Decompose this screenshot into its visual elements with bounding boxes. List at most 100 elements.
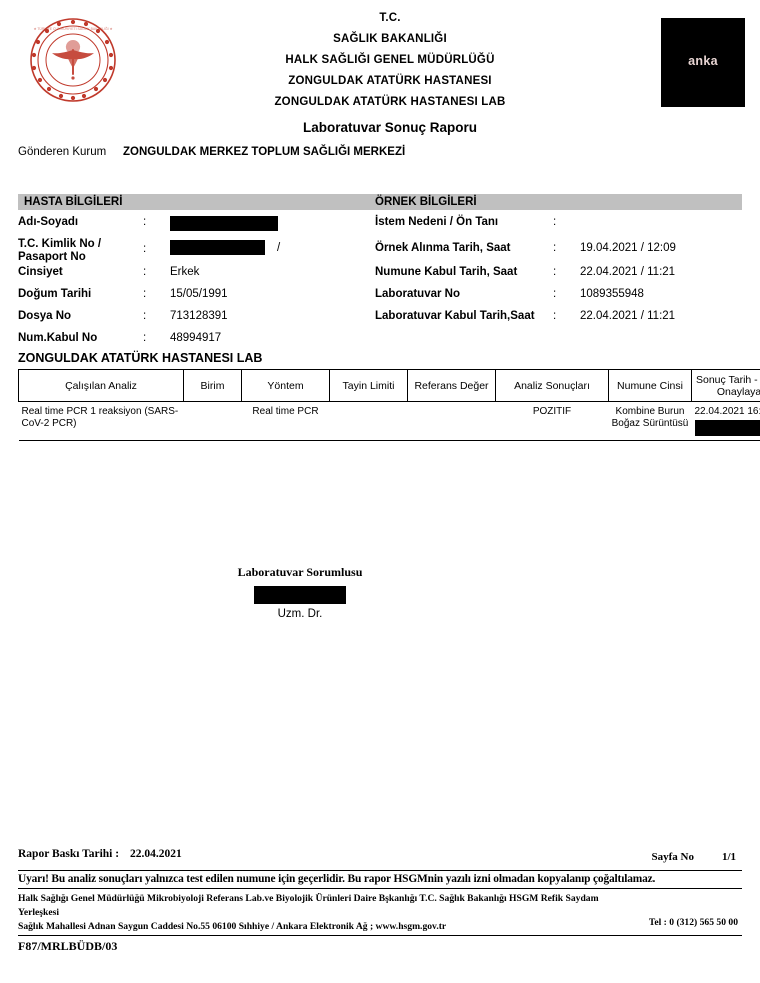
signature-block: Laboratuvar Sorumlusu Uzm. Dr. — [190, 565, 410, 620]
field-label: Numune Kabul Tarih, Saat — [375, 266, 518, 278]
field-colon: : — [553, 242, 557, 254]
results-table: Çalışılan Analiz Birim Yöntem Tayin Limi… — [18, 369, 760, 441]
sample-section-header: ÖRNEK BİLGİLERİ — [375, 196, 477, 208]
patient-section-header: HASTA BİLGİLERİ — [24, 196, 123, 208]
anka-logo: anka — [661, 18, 745, 107]
patient-info-row-tc-id: T.C. Kimlik No / Pasaport No : / — [18, 236, 378, 264]
sender-value: ZONGULDAK MERKEZ TOPLUM SAĞLIĞI MERKEZİ — [123, 146, 406, 158]
print-date-label: Rapor Baskı Tarihi : — [18, 848, 120, 860]
field-label: Doğum Tarihi — [18, 288, 92, 300]
sample-info-row-accept-datetime: Numune Kabul Tarih, Saat : 22.04.2021 / … — [375, 264, 742, 286]
cell-unit — [184, 402, 242, 441]
patient-info-row-birthdate: Doğum Tarihi : 15/05/1991 — [18, 286, 378, 308]
footer-divider-top — [18, 870, 742, 871]
svg-text:★ TÜRKİYE CUMHURİYETİ SAĞLIK B: ★ TÜRKİYE CUMHURİYETİ SAĞLIK BAKANLIĞI ★ — [33, 26, 112, 31]
field-colon: : — [143, 288, 147, 300]
header-title-block: T.C. SAĞLIK BAKANLIĞI HALK SAĞLIĞI GENEL… — [130, 8, 650, 113]
field-colon: : — [143, 310, 147, 322]
field-colon: : — [553, 216, 557, 228]
cell-method: Real time PCR — [252, 406, 319, 417]
table-row: Real time PCR 1 reaksiyon (SARS-CoV-2 PC… — [18, 402, 760, 441]
column-header-method: Yöntem — [241, 369, 330, 402]
footer-print-row: Rapor Baskı Tarihi : 22.04.2021 Sayfa No… — [18, 848, 742, 870]
field-colon: : — [143, 266, 147, 278]
sender-institution-row: Gönderen Kurum ZONGULDAK MERKEZ TOPLUM S… — [18, 146, 742, 162]
field-colon: : — [143, 216, 147, 228]
sample-info-list: İstem Nedeni / Ön Tanı : Örnek Alınma Ta… — [375, 214, 742, 330]
cell-reference — [408, 402, 496, 441]
signature-title: Laboratuvar Sorumlusu — [237, 565, 363, 579]
field-value: 48994917 — [170, 332, 222, 344]
approver-redaction — [694, 420, 760, 436]
field-label: Cinsiyet — [18, 266, 63, 278]
turkish-health-ministry-seal-icon: ★ TÜRKİYE CUMHURİYETİ SAĞLIK BAKANLIĞI ★ — [26, 16, 120, 104]
column-header-limit: Tayin Limiti — [329, 369, 408, 402]
field-value: 15/05/1991 — [170, 288, 228, 300]
patient-info-row-sample-accept-no: Num.Kabul No : 48994917 — [18, 330, 378, 352]
field-label: T.C. Kimlik No / Pasaport No — [18, 238, 102, 263]
anka-logo-text: anka — [688, 54, 718, 68]
field-colon: : — [553, 310, 557, 322]
footer-phone: Tel : 0 (312) 565 50 00 — [648, 917, 738, 928]
field-label: Laboratuvar Kabul Tarih,Saat — [375, 310, 535, 322]
header-title-line-1: T.C. — [379, 12, 401, 24]
field-value-redacted — [170, 216, 278, 231]
cell-result-date: 22.04.2021 16:24 / — [694, 406, 760, 417]
field-colon: : — [553, 266, 557, 278]
field-colon: : — [553, 288, 557, 300]
footer-address-block: Halk Sağlığı Genel Müdürlüğü Mikrobiyolo… — [18, 889, 742, 935]
field-value: 22.04.2021 / 11:21 — [580, 310, 676, 322]
signature-name-redaction — [254, 586, 346, 604]
header-title-line-3: HALK SAĞLIĞI GENEL MÜDÜRLÜĞÜ — [285, 54, 495, 66]
footer-address-text: Halk Sağlığı Genel Müdürlüğü Mikrobiyolo… — [18, 893, 599, 932]
sample-info-row-lab-accept-datetime: Laboratuvar Kabul Tarih,Saat : 22.04.202… — [375, 308, 742, 330]
footer-warning-text: Uyarı! Bu analiz sonuçları yalnızca test… — [18, 873, 656, 885]
field-value: 19.04.2021 / 12:09 — [580, 242, 676, 254]
field-value-redacted: / — [170, 240, 280, 255]
section-header-bar: HASTA BİLGİLERİ ÖRNEK BİLGİLERİ — [18, 194, 742, 210]
print-date-value: 22.04.2021 — [130, 848, 182, 860]
cell-analysis: Real time PCR 1 reaksiyon (SARS-CoV-2 PC… — [21, 406, 179, 429]
sample-info-row-collection-datetime: Örnek Alınma Tarih, Saat : 19.04.2021 / … — [375, 236, 742, 264]
footer-divider-bottom — [18, 935, 742, 936]
cell-limit — [330, 402, 408, 441]
lab-name-heading: ZONGULDAK ATATÜRK HASTANESI LAB — [18, 351, 263, 365]
patient-info-row-gender: Cinsiyet : Erkek — [18, 264, 378, 286]
page-no-value: 1/1 — [721, 851, 736, 863]
field-label: Örnek Alınma Tarih, Saat — [375, 242, 511, 254]
signature-subtitle: Uzm. Dr. — [277, 608, 323, 620]
field-colon: : — [143, 243, 147, 255]
field-label: Laboratuvar No — [375, 288, 460, 300]
table-header-row: Çalışılan Analiz Birim Yöntem Tayin Limi… — [18, 369, 760, 402]
patient-info-row-file-no: Dosya No : 713128391 — [18, 308, 378, 330]
field-value: Erkek — [170, 266, 200, 278]
field-label: Dosya No — [18, 310, 72, 322]
document-header: ★ TÜRKİYE CUMHURİYETİ SAĞLIK BAKANLIĞI ★… — [0, 0, 760, 115]
column-header-unit: Birim — [183, 369, 242, 402]
column-header-results: Analiz Sonuçları — [495, 369, 609, 402]
sample-info-row-lab-no: Laboratuvar No : 1089355948 — [375, 286, 742, 308]
cell-sample-type: Kombine Burun Boğaz Sürüntüsü — [611, 406, 689, 429]
cell-result-value: POZITIF — [532, 406, 572, 417]
field-value: 1089355948 — [580, 288, 644, 300]
patient-info-row-name: Adı-Soyadı : — [18, 214, 378, 236]
column-header-analysis: Çalışılan Analiz — [18, 369, 184, 402]
header-title-line-5: ZONGULDAK ATATÜRK HASTANESI LAB — [274, 96, 506, 108]
field-label: Num.Kabul No — [18, 332, 98, 344]
header-title-line-2: SAĞLIK BAKANLIĞI — [333, 33, 447, 45]
page-title: Laboratuvar Sonuç Raporu — [302, 120, 478, 135]
header-title-line-4: ZONGULDAK ATATÜRK HASTANESI — [288, 75, 492, 87]
page-no-label: Sayfa No — [651, 851, 694, 863]
sender-label: Gönderen Kurum — [18, 146, 107, 158]
sample-info-row-reason: İstem Nedeni / Ön Tanı : — [375, 214, 742, 236]
field-label: Adı-Soyadı — [18, 216, 79, 228]
field-label: İstem Nedeni / Ön Tanı — [375, 216, 499, 228]
field-colon: : — [143, 332, 147, 344]
footer-divider-middle — [18, 888, 742, 889]
field-value: 713128391 — [170, 310, 228, 322]
field-value: 22.04.2021 / 11:21 — [580, 266, 676, 278]
document-footer: Rapor Baskı Tarihi : 22.04.2021 Sayfa No… — [18, 848, 742, 954]
patient-info-list: Adı-Soyadı : T.C. Kimlik No / Pasaport No… — [18, 214, 378, 352]
footer-form-code: F87/MRLBÜDB/03 — [18, 939, 118, 953]
column-header-reference: Referans Değer — [407, 369, 496, 402]
